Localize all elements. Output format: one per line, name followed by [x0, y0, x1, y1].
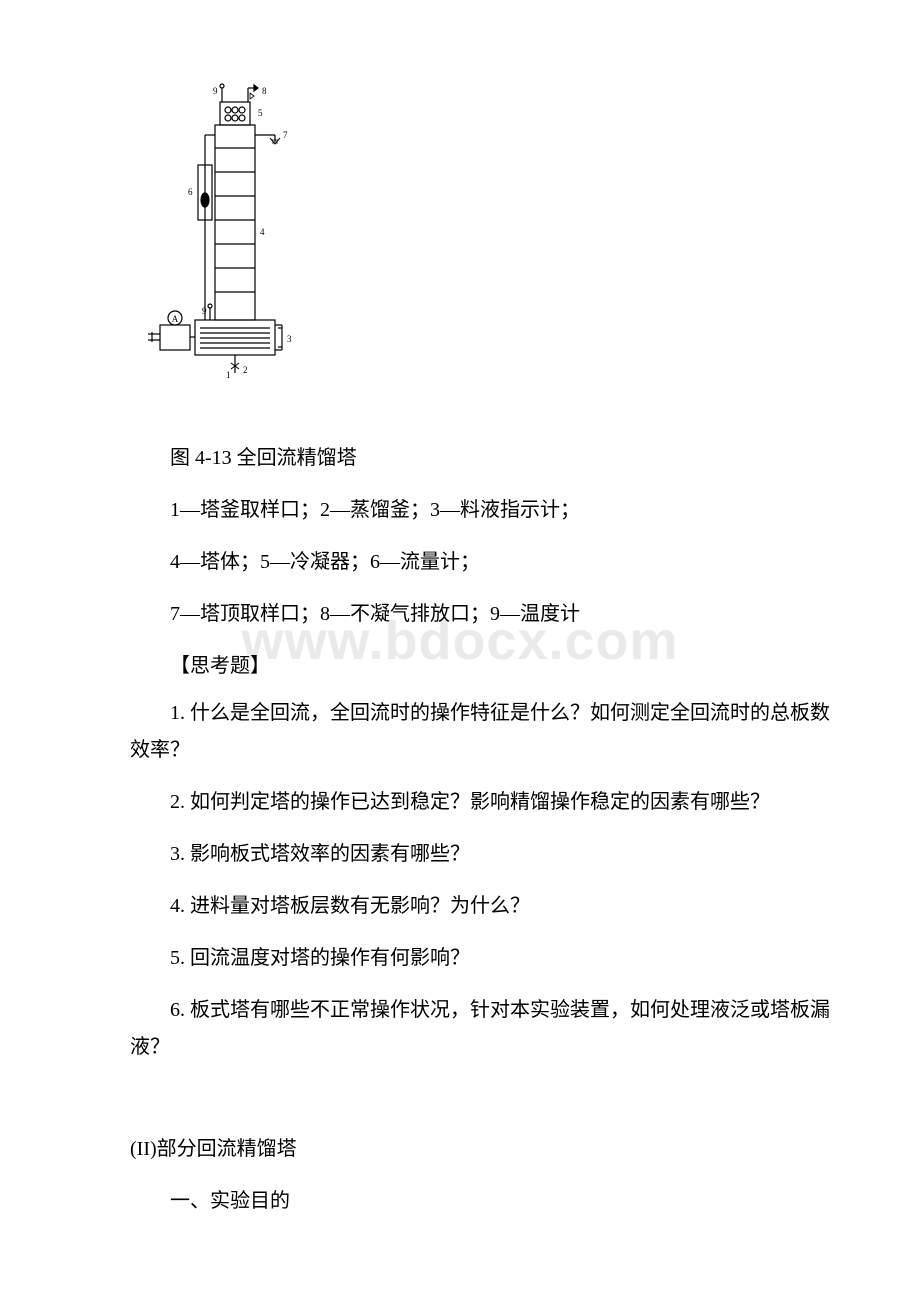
thinking-questions-label: 【思考题】 — [130, 643, 830, 689]
svg-text:9: 9 — [213, 86, 218, 96]
figure-caption: 图 4-13 全回流精馏塔 — [130, 435, 830, 481]
legend-line-1: 1—塔釜取样口；2—蒸馏釜；3—料液指示计； — [130, 487, 830, 533]
svg-text:9: 9 — [202, 306, 207, 316]
document-content: A 1 2 3 4 5 6 7 8 9 9 图 4-1 — [130, 80, 830, 1224]
svg-text:8: 8 — [262, 86, 267, 96]
svg-text:5: 5 — [258, 108, 263, 118]
svg-text:A: A — [172, 314, 179, 324]
svg-text:7: 7 — [283, 130, 288, 140]
distillation-column-diagram: A 1 2 3 4 5 6 7 8 9 9 — [140, 80, 830, 385]
question-1: 1. 什么是全回流，全回流时的操作特征是什么？如何测定全回流时的总板数效率？ — [130, 695, 830, 769]
legend-line-3: 7—塔顶取样口；8—不凝气排放口；9—温度计 — [130, 591, 830, 637]
question-2: 2. 如何判定塔的操作已达到稳定？影响精馏操作稳定的因素有哪些？ — [130, 784, 830, 821]
question-3: 3. 影响板式塔效率的因素有哪些？ — [130, 836, 830, 873]
part-2-heading: (II)部分回流精馏塔 — [130, 1126, 830, 1172]
svg-text:6: 6 — [188, 187, 193, 197]
legend-line-2: 4—塔体；5—冷凝器；6—流量计； — [130, 539, 830, 585]
svg-text:1: 1 — [226, 370, 231, 380]
svg-text:4: 4 — [260, 227, 265, 237]
question-4: 4. 进料量对塔板层数有无影响？为什么？ — [130, 888, 830, 925]
question-6: 6. 板式塔有哪些不正常操作状况，针对本实验装置，如何处理液泛或塔板漏液？ — [130, 992, 830, 1066]
question-5: 5. 回流温度对塔的操作有何影响？ — [130, 940, 830, 977]
svg-text:3: 3 — [287, 334, 292, 344]
svg-text:2: 2 — [243, 365, 248, 375]
experiment-purpose-heading: 一、实验目的 — [130, 1178, 830, 1224]
